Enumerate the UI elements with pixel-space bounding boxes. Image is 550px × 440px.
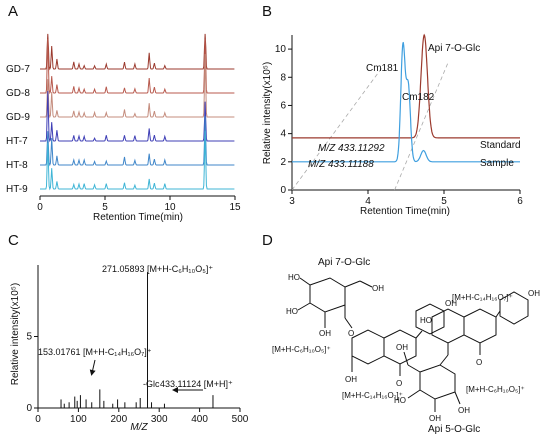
y-tick-label-b: 8	[280, 72, 286, 83]
x-tick-label-c: 500	[232, 414, 249, 425]
annot-cm181: Cm181	[366, 63, 399, 74]
series-label-gd-7: GD-7	[6, 64, 30, 75]
annot-mz-standard: M/Z 433.11292	[318, 143, 385, 154]
panel-label-b: B	[262, 3, 272, 20]
atom-ho-1: HO	[288, 273, 300, 282]
x-tick-label-c: 0	[35, 414, 41, 425]
series-label-ht-9: HT-9	[6, 184, 28, 195]
y-tick-label-b: 10	[275, 44, 287, 55]
arrow-153	[89, 359, 96, 376]
x-tick-label-b: 4	[365, 196, 371, 207]
x-axis-title-c: M/Z	[130, 422, 148, 433]
atom-oh-3: OH	[445, 299, 457, 308]
x-tick-label-a: 0	[37, 202, 43, 213]
y-tick-label-b: 4	[280, 129, 286, 140]
atom-oh-5: OH	[528, 289, 540, 298]
trace-gd-7	[40, 33, 235, 71]
trace-ht-7	[40, 90, 235, 143]
panel-label-c: C	[8, 232, 19, 249]
series-label-ht-8: HT-8	[6, 160, 28, 171]
annot-153: 153.01761 [M+H-C₁₄H₁₆O₇]⁺	[38, 347, 152, 357]
label-standard: Standard	[480, 140, 521, 151]
fragment-label-2: [M+H-C₁₄H₁₆O₇]⁺	[342, 391, 403, 400]
x-tick-label-c: 200	[110, 414, 127, 425]
trace-standard	[292, 33, 520, 139]
atom-o-carbonyl-bottom: O	[476, 358, 482, 367]
annot-mz-sample: M/Z 433.11188	[308, 159, 374, 170]
trace-ht-8	[40, 116, 235, 167]
y-tick-label-c: 0	[26, 403, 32, 414]
series-label-gd-9: GD-9	[6, 112, 30, 123]
annot-api7-standard: Api 7-O-Glc	[428, 43, 480, 54]
perspective-guide	[291, 65, 384, 191]
trace-ht-9	[40, 130, 235, 191]
fragment-label-4: [M+H-C₆H₁₀O₅]⁺	[466, 385, 525, 394]
panel-label-a: A	[8, 3, 18, 20]
chromatogram-panel-a: GD-7 GD-8 GD-9 HT-7 HT-8 HT-9 0 5 10 15 Retentio…	[6, 33, 241, 223]
x-tick-label-a: 5	[102, 202, 108, 213]
y-tick-label-b: 0	[280, 185, 286, 196]
glucose-ring-bottom	[403, 351, 461, 412]
label-sample: Sample	[480, 158, 514, 169]
y-tick-label-c: 5	[26, 332, 32, 343]
fragment-label-1: [M+H-C₆H₁₀O₅]⁺	[272, 345, 331, 354]
trace-sample	[292, 41, 520, 163]
atom-ho-4: HO	[394, 396, 406, 405]
fragment-label-3: [M+H-C₁₄H₁₆O₇]⁺	[452, 293, 513, 302]
glucose-ring-top	[297, 277, 373, 329]
x-tick-label-c: 400	[191, 414, 208, 425]
title-api7-glc: Api 7-O-Glc	[318, 257, 370, 268]
annot-433: 433.11124 [M+H]⁺	[160, 379, 233, 389]
y-axis-title-c: Relative intensity(x10⁵)	[10, 283, 21, 386]
structures-panel-d: Api 7-O-Glc HO HO OH OH O OH O OH	[272, 257, 540, 435]
x-axis-title-a: Retention Time(min)	[93, 212, 183, 223]
annot-glc: -Glc	[143, 379, 160, 389]
atom-o-carbonyl-top: O	[396, 379, 402, 388]
atom-oh-8: OH	[458, 406, 470, 415]
title-api5-glc: Api 5-O-Glc	[428, 424, 480, 435]
atom-ho-2: HO	[286, 307, 298, 316]
trace-gd-9	[40, 53, 235, 119]
mass-spectrum-panel-c: 0 100 200 300 400 500 0 5 271.05893 [M+H-C₆H₁₀O…	[10, 264, 249, 433]
x-tick-label-a: 10	[164, 202, 176, 213]
flavone-core-top	[351, 303, 445, 376]
atom-oh-1: OH	[372, 284, 384, 293]
x-tick-label-b: 6	[517, 196, 523, 207]
atom-o-link-top: O	[348, 329, 354, 338]
x-tick-label-b: 3	[289, 196, 295, 207]
annot-cm182: Cm182	[402, 92, 435, 103]
annot-271: 271.05893 [M+H-C₆H₁₀O₅]⁺	[102, 264, 213, 274]
atom-oh-4: OH	[345, 375, 357, 384]
series-label-gd-8: GD-8	[6, 88, 30, 99]
atom-oh-2: OH	[319, 329, 331, 338]
atom-ho-3: HO	[420, 316, 432, 325]
perspective-guide	[394, 63, 449, 191]
y-axis-title-b: Relative intensity(x10⁵)	[262, 62, 273, 165]
series-label-ht-7: HT-7	[6, 136, 28, 147]
y-tick-label-b: 2	[280, 157, 286, 168]
panel-label-d: D	[262, 232, 273, 249]
flavone-core-bottom	[431, 291, 529, 355]
chromatogram-panel-b: 3 4 5 6 0 2 4 6 8 10 Api 7-O-Glc Cm181 Cm182 M/Z …	[262, 33, 523, 217]
x-tick-label-b: 5	[441, 196, 447, 207]
x-tick-label-c: 300	[151, 414, 168, 425]
x-axis-title-b: Retention Time(min)	[360, 206, 450, 217]
x-tick-label-c: 100	[70, 414, 87, 425]
y-tick-label-b: 6	[280, 100, 286, 111]
x-tick-label-a: 15	[229, 202, 241, 213]
trace-gd-8	[40, 38, 235, 95]
atom-oh-7: OH	[429, 414, 441, 423]
atom-oh-6: OH	[396, 343, 408, 352]
